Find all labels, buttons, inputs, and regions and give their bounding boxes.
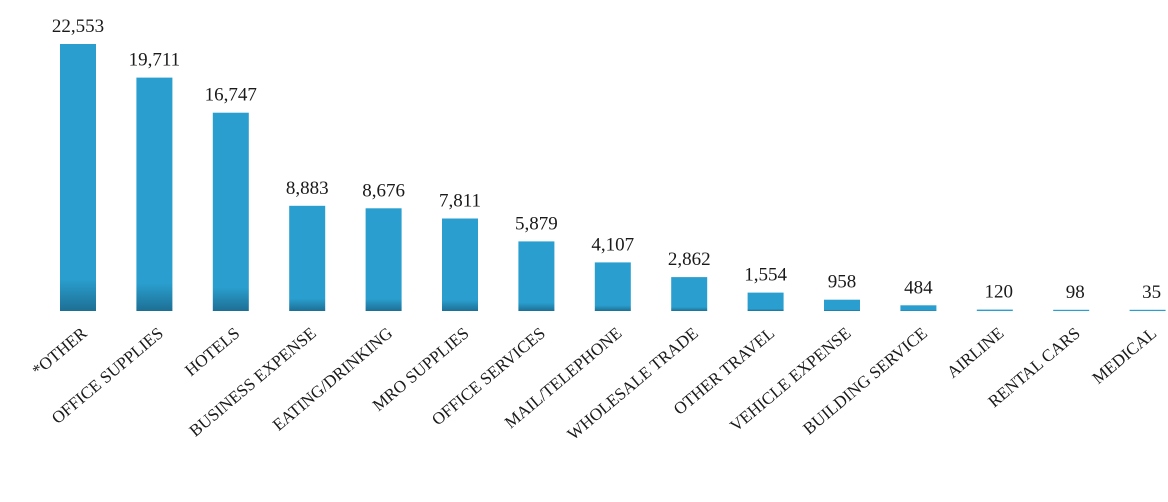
bars-layer xyxy=(60,44,1166,311)
bar-value-label: 5,879 xyxy=(515,213,558,234)
category-tick-label: HOTELS xyxy=(181,324,243,380)
category-tick-label: MEDICAL xyxy=(1089,324,1161,388)
bar xyxy=(365,208,402,311)
bar-value-label: 16,747 xyxy=(205,85,257,106)
category-tick-label: BUSINESS EXPENSE xyxy=(186,324,320,441)
bar-value-label: 35 xyxy=(1142,282,1161,303)
bar-value-label: 120 xyxy=(985,282,1014,303)
category-tick-label: WHOLESALE TRADE xyxy=(564,324,702,444)
bar xyxy=(976,309,1013,311)
bar-value-label: 2,862 xyxy=(668,249,711,270)
bar-value-label: 484 xyxy=(904,277,933,298)
category-tick-label: AIRLINE xyxy=(943,324,1007,382)
bar xyxy=(824,299,860,311)
bar-value-label: 4,107 xyxy=(591,234,634,255)
category-tick-label: BUILDING SERVICE xyxy=(799,324,931,439)
bar xyxy=(136,77,173,311)
bar xyxy=(212,112,249,311)
bar xyxy=(60,44,96,311)
bar xyxy=(289,205,326,311)
bar xyxy=(1129,309,1166,311)
bar-value-label: 1,554 xyxy=(744,265,787,286)
bar xyxy=(442,218,478,311)
category-tick-label: *OTHER xyxy=(28,323,91,380)
bar-value-label: 7,811 xyxy=(439,191,481,212)
bar-value-label: 19,711 xyxy=(129,50,181,71)
bar-value-label: 958 xyxy=(828,272,857,293)
bar-value-label: 8,676 xyxy=(362,180,405,201)
bar-value-label: 22,553 xyxy=(52,16,104,37)
value-labels-layer: 22,553 19,711 16,747 8,883 8,676 7,811 5,879 4,… xyxy=(52,16,1161,303)
bar xyxy=(1053,309,1090,311)
bar xyxy=(518,241,555,311)
bar xyxy=(900,305,937,311)
bar xyxy=(747,292,784,311)
bar xyxy=(594,262,631,311)
bar xyxy=(671,277,708,311)
bar-value-label: 8,883 xyxy=(286,178,329,199)
bar-value-label: 98 xyxy=(1066,282,1085,303)
